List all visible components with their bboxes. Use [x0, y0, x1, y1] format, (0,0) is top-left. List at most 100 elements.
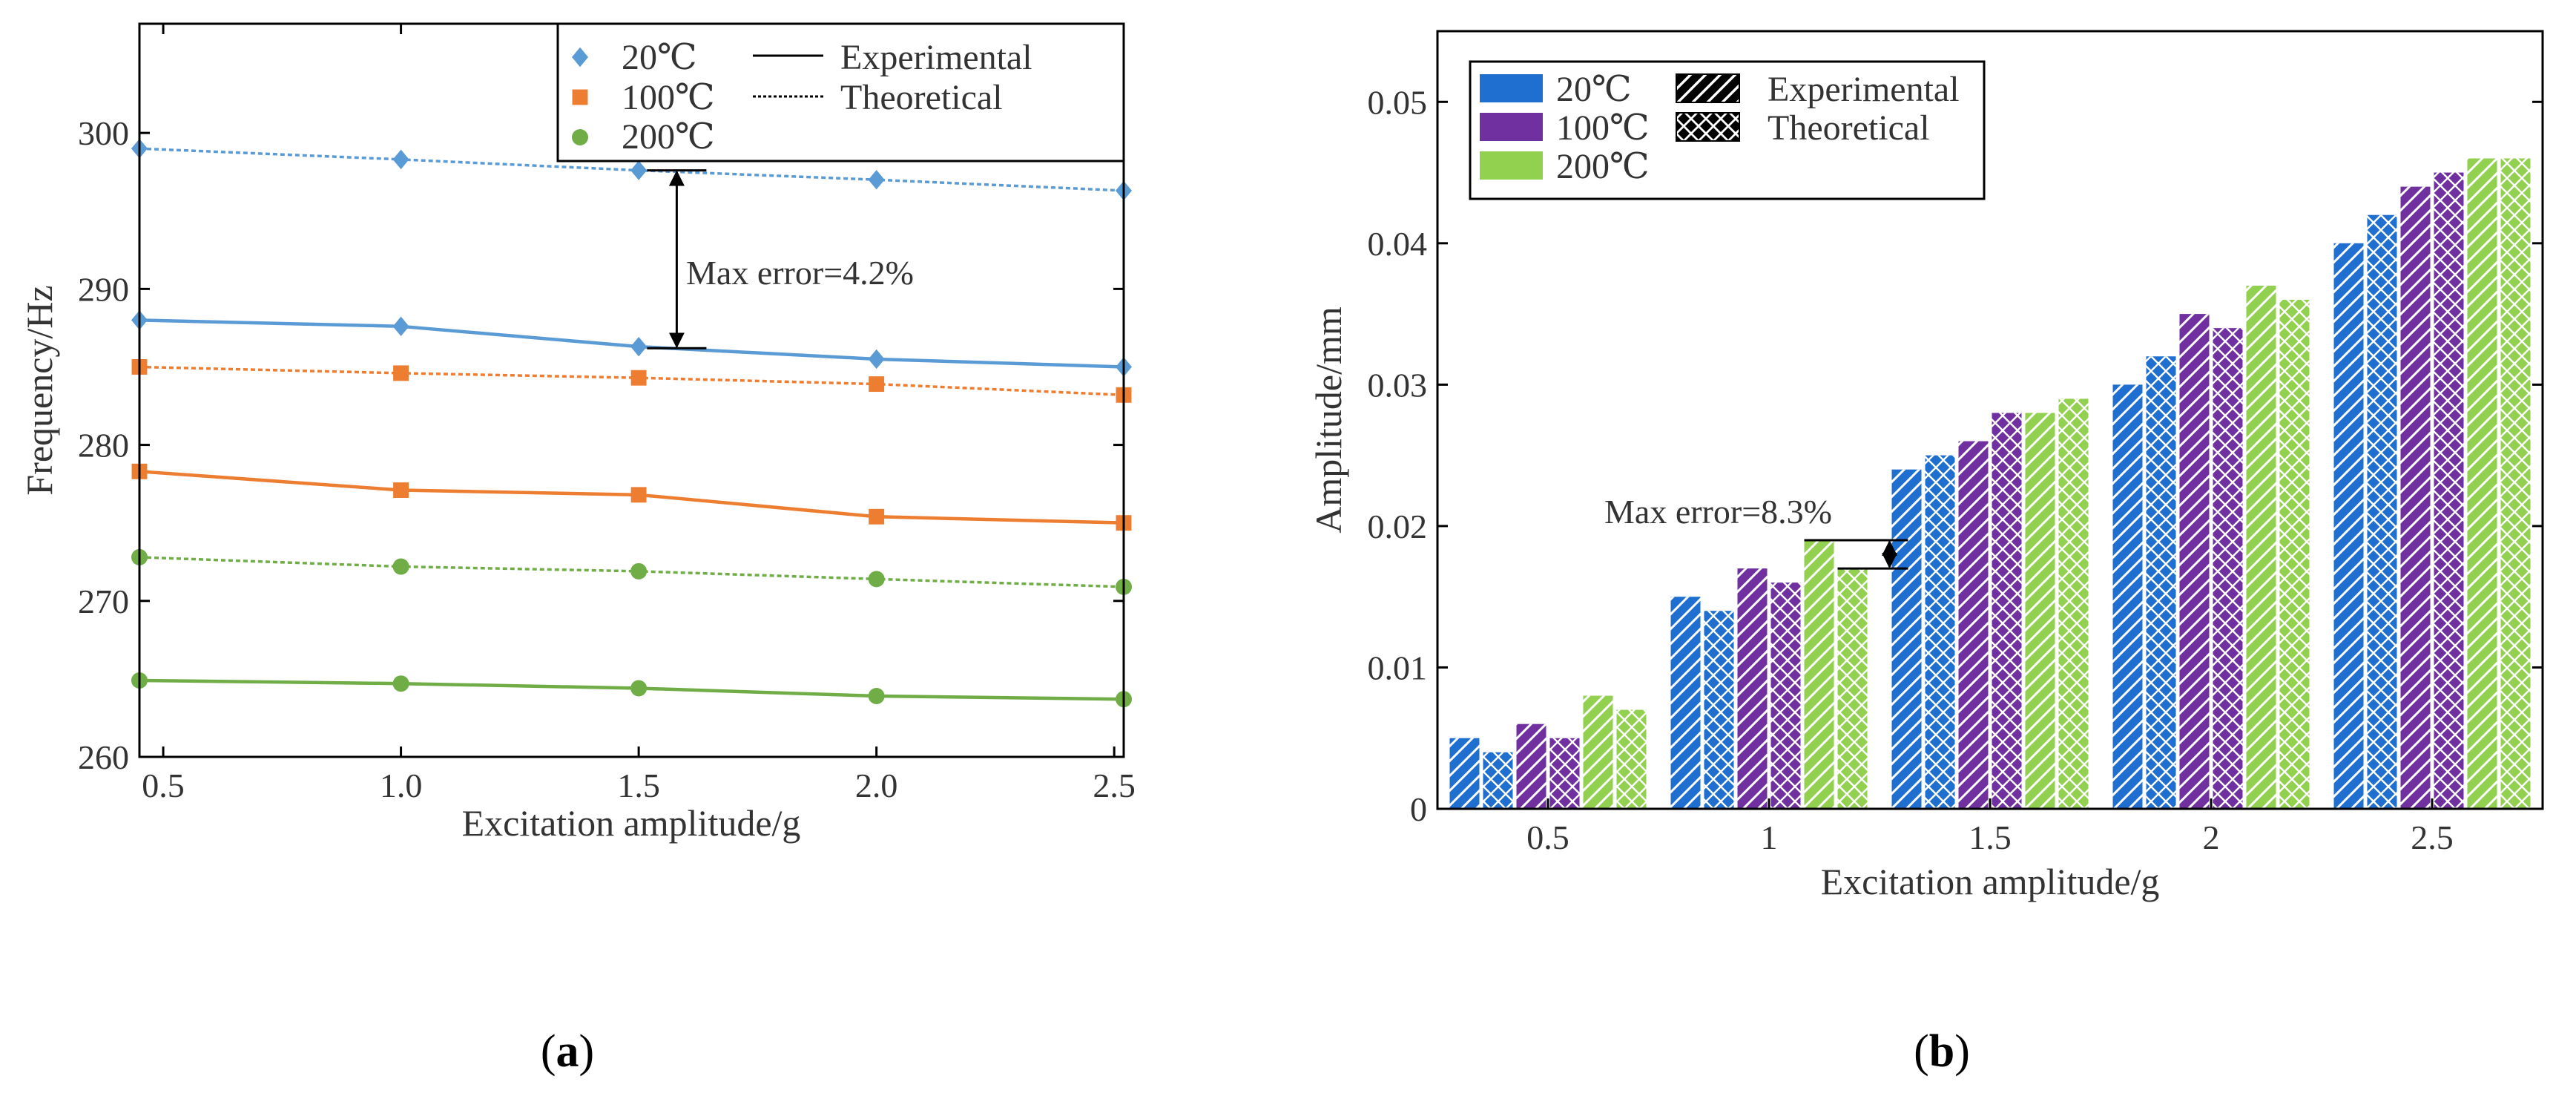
chart-a-annotation: Max error=4.2% — [647, 169, 914, 350]
data-point — [630, 336, 648, 357]
legend-label-20c: 20℃ — [622, 38, 697, 77]
bar-pattern — [2333, 243, 2364, 809]
y-tick-label: 260 — [78, 738, 129, 776]
bar-pattern — [1925, 455, 1955, 809]
bar-pattern — [2179, 314, 2210, 809]
legend-label-200c: 200℃ — [1556, 147, 1650, 186]
legend-label-theoretical: Theoretical — [1768, 108, 1930, 148]
data-point — [392, 675, 409, 692]
max-error-label: Max error=4.2% — [686, 254, 914, 292]
chart-a: 260 270 280 290 300 0.5 1.0 1.5 2.0 2.5 Frequency… — [19, 22, 1136, 1077]
legend-swatch-experimental — [1676, 73, 1740, 103]
legend-label-100c: 100℃ — [622, 78, 715, 117]
chart-a-xlabel: Excitation amplitude/g — [462, 802, 801, 844]
legend-label-theoretical: Theoretical — [840, 78, 1003, 117]
data-point — [392, 558, 409, 575]
chart-a-ticks: 260 270 280 290 300 0.5 1.0 1.5 2.0 2.5 — [78, 24, 1136, 804]
y-tick-label: 0.05 — [1368, 83, 1428, 121]
panel-label-b: (b) — [1914, 1026, 1970, 1077]
bar-pattern — [2213, 328, 2243, 809]
y-tick-label: 0.04 — [1368, 225, 1428, 263]
bar-pattern — [1670, 597, 1701, 809]
data-point — [393, 365, 409, 381]
chart-b-xlabel: Excitation amplitude/g — [1821, 861, 2160, 902]
y-tick-label: 270 — [78, 583, 129, 620]
chart-b-annotation: Max error=8.3% — [1604, 493, 1908, 570]
bar-pattern — [2025, 413, 2055, 809]
bar-pattern — [2058, 398, 2089, 809]
chart-a-legend: 20℃ 100℃ 200℃ Experimental Theoretical — [556, 22, 1125, 163]
data-point — [630, 680, 648, 697]
legend-label-100c: 100℃ — [1556, 108, 1650, 148]
data-point — [868, 170, 885, 190]
legend-label-200c: 200℃ — [622, 117, 715, 157]
x-tick-label: 2.5 — [1093, 767, 1136, 804]
data-point — [630, 562, 648, 580]
bar-pattern — [1958, 441, 1989, 809]
y-tick-label: 0 — [1410, 790, 1427, 828]
legend-label-20c: 20℃ — [1556, 70, 1632, 109]
data-point — [393, 482, 409, 498]
bar-pattern — [1549, 738, 1580, 809]
bar-pattern — [1992, 413, 2022, 809]
x-tick-label: 2.5 — [2411, 818, 2454, 856]
bar-pattern — [1804, 539, 1834, 809]
panel-label-a: (a) — [541, 1026, 594, 1077]
y-tick-label: 280 — [78, 427, 129, 465]
chart-a-plot-area — [131, 138, 1132, 708]
bar-pattern — [1516, 723, 1546, 809]
data-point — [392, 149, 409, 170]
bar-pattern — [2246, 285, 2276, 809]
bar-pattern — [1837, 568, 1868, 809]
legend-swatch-100c — [1480, 113, 1543, 141]
bar-pattern — [1483, 752, 1513, 809]
data-point — [868, 571, 885, 588]
y-tick-label: 300 — [78, 114, 129, 152]
bar-pattern — [2112, 384, 2143, 809]
x-tick-label: 1.5 — [617, 767, 660, 804]
legend-marker-0 — [572, 47, 588, 68]
bar-pattern — [1704, 611, 1734, 809]
bar-pattern — [2400, 186, 2431, 810]
x-tick-label: 0.5 — [1526, 818, 1569, 856]
legend-label-experimental: Experimental — [1768, 70, 1960, 109]
x-tick-label: 2.0 — [855, 767, 898, 804]
x-tick-label: 1.5 — [1969, 818, 2012, 856]
data-point — [630, 487, 647, 503]
bar-pattern — [2367, 214, 2397, 809]
bar-pattern — [1449, 738, 1480, 809]
bar-pattern — [1583, 695, 1613, 809]
data-point — [392, 316, 409, 337]
y-tick-label: 290 — [78, 270, 129, 308]
chart-b-ylabel: Amplitude/mm — [1308, 306, 1349, 534]
legend-label-experimental: Experimental — [840, 38, 1032, 77]
x-tick-label: 0.5 — [142, 767, 185, 804]
data-point — [630, 160, 648, 180]
chart-b-ticks: 0.5 1 1.5 2 2.5 0 0.01 0.02 0.03 0.04 0.05 — [1368, 83, 2543, 856]
bar-pattern — [2279, 300, 2310, 809]
x-tick-label: 2 — [2203, 818, 2220, 856]
data-point — [868, 349, 885, 370]
max-error-label: Max error=8.3% — [1604, 493, 1832, 531]
bar-pattern — [2146, 356, 2176, 810]
y-tick-label: 0.03 — [1368, 366, 1428, 404]
chart-b-bars — [1449, 158, 2531, 810]
x-tick-label: 1 — [1761, 818, 1778, 856]
data-point — [869, 376, 885, 393]
bar-pattern — [1737, 568, 1768, 809]
series-line-1 — [139, 318, 1124, 369]
chart-a-legend-frame — [556, 22, 1125, 163]
y-tick-label: 0.01 — [1368, 649, 1428, 686]
data-point — [869, 508, 885, 525]
legend-swatch-20c — [1480, 74, 1543, 102]
bar-pattern — [1770, 583, 1801, 809]
data-point — [630, 370, 647, 386]
chart-b: 0.5 1 1.5 2 2.5 0 0.01 0.02 0.03 0.04 0.05 Amplitu… — [1308, 30, 2544, 1077]
data-point — [868, 688, 885, 705]
legend-marker-2 — [572, 129, 588, 145]
bar-pattern — [1616, 709, 1647, 809]
legend-swatch-theoretical — [1676, 112, 1740, 142]
bar-pattern — [2434, 172, 2464, 809]
bar-pattern — [2467, 158, 2497, 809]
